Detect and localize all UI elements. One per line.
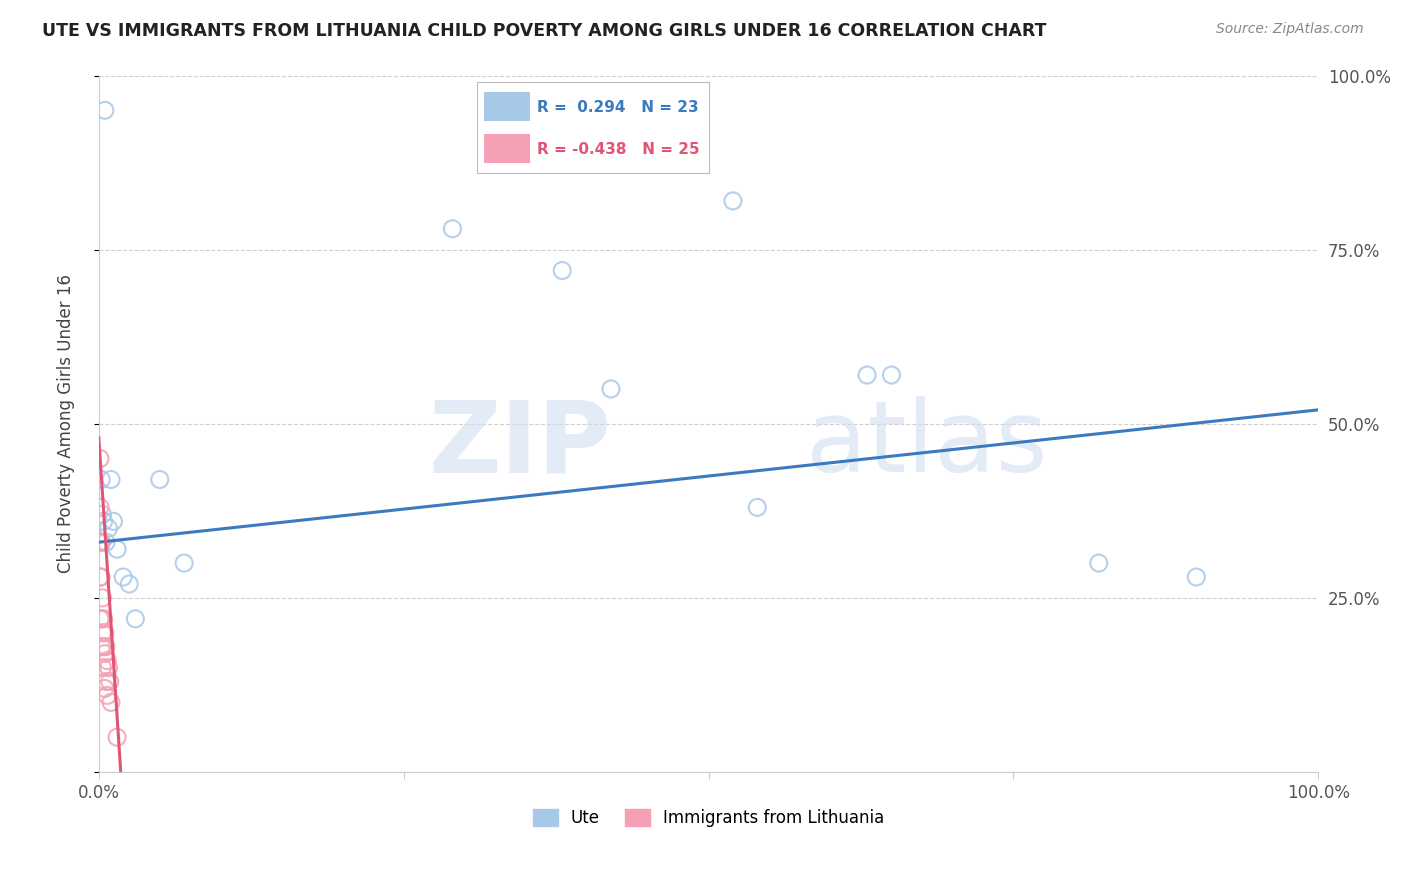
Text: UTE VS IMMIGRANTS FROM LITHUANIA CHILD POVERTY AMONG GIRLS UNDER 16 CORRELATION : UTE VS IMMIGRANTS FROM LITHUANIA CHILD P… [42, 22, 1046, 40]
Point [94, 535, 117, 549]
Point [124, 612, 146, 626]
Point [94, 674, 117, 689]
Point [880, 368, 903, 382]
Point [89, 570, 111, 584]
Point [96, 689, 118, 703]
Point [93, 612, 115, 626]
Point [90, 473, 112, 487]
Point [89, 500, 111, 515]
Text: ZIP: ZIP [427, 396, 612, 493]
Point [441, 221, 464, 235]
Point [91, 508, 114, 522]
Point [97, 660, 120, 674]
Point [600, 382, 623, 396]
Point [94, 647, 117, 661]
Point [94, 103, 117, 118]
Point [94, 640, 117, 654]
Point [103, 514, 125, 528]
Text: atlas: atlas [806, 396, 1047, 493]
Point [1185, 570, 1208, 584]
Point [112, 570, 135, 584]
Point [747, 500, 769, 515]
Point [98, 674, 121, 689]
Point [97, 521, 120, 535]
Point [89, 612, 111, 626]
Point [118, 577, 141, 591]
Point [105, 542, 128, 557]
Point [93, 514, 115, 528]
Point [91, 591, 114, 605]
Point [100, 473, 122, 487]
Point [90, 535, 112, 549]
Point [93, 640, 115, 654]
Point [721, 194, 744, 208]
Point [90, 612, 112, 626]
Point [100, 695, 122, 709]
Y-axis label: Child Poverty Among Girls Under 16: Child Poverty Among Girls Under 16 [58, 274, 75, 574]
Point [173, 556, 195, 570]
Point [96, 654, 118, 668]
Point [149, 473, 172, 487]
Point [856, 368, 879, 382]
Point [90, 570, 112, 584]
Legend: Ute, Immigrants from Lithuania: Ute, Immigrants from Lithuania [526, 802, 891, 833]
Point [94, 625, 117, 640]
Point [1087, 556, 1109, 570]
Point [91, 625, 114, 640]
Point [89, 451, 111, 466]
Point [89, 535, 111, 549]
Point [105, 730, 128, 744]
Point [90, 640, 112, 654]
Point [91, 660, 114, 674]
Point [551, 263, 574, 277]
Point [94, 681, 117, 696]
Text: Source: ZipAtlas.com: Source: ZipAtlas.com [1216, 22, 1364, 37]
